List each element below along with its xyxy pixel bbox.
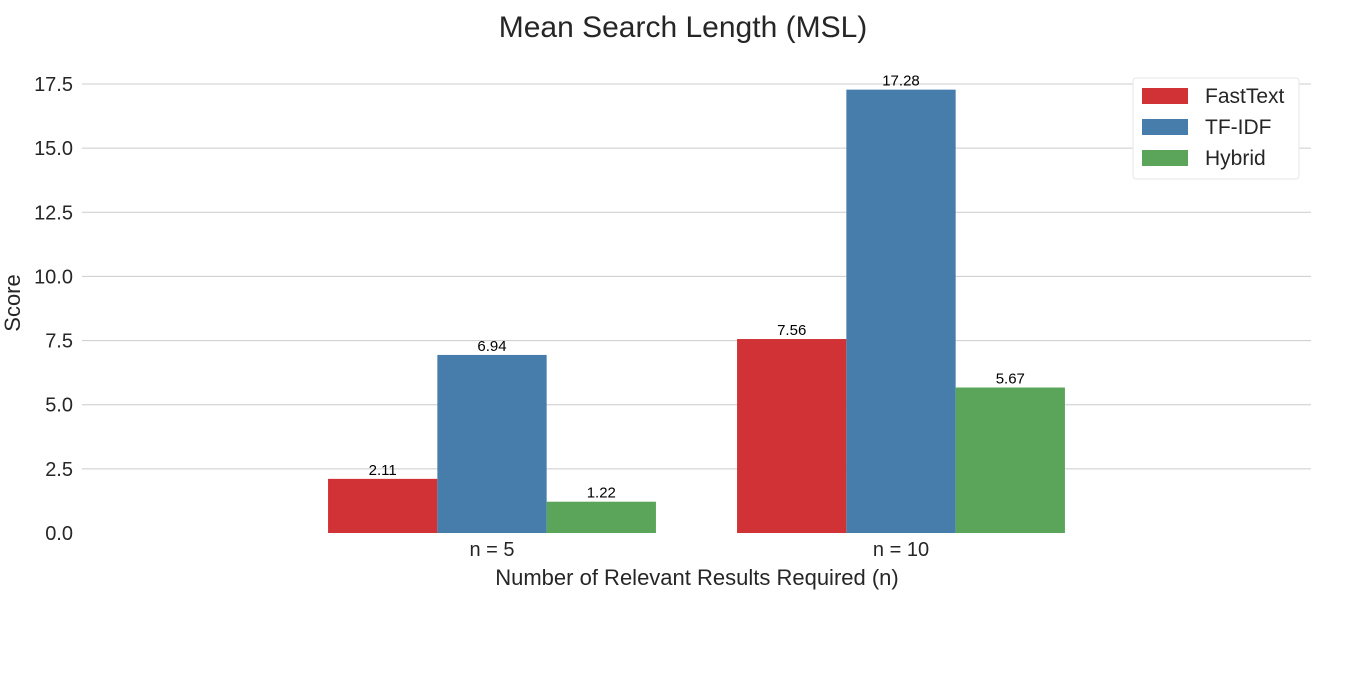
chart-title: Mean Search Length (MSL) [499, 11, 868, 44]
bar-hybrid [546, 501, 656, 533]
x-tick-label: n = 5 [469, 539, 514, 561]
x-tick-label: n = 10 [873, 539, 929, 561]
legend-swatch [1142, 88, 1188, 104]
x-axis: n = 5 n = 10 [469, 539, 929, 561]
legend-swatch [1142, 119, 1188, 135]
legend-swatch [1142, 150, 1188, 166]
y-tick-label: 17.5 [34, 74, 73, 96]
grid [82, 83, 1311, 470]
bar-tf-idf [437, 354, 547, 533]
bar-tf-idf [846, 89, 956, 534]
legend-label: TF-IDF [1205, 116, 1271, 139]
legend-label: FastText [1205, 85, 1285, 108]
bar-value-label: 17.28 [882, 73, 920, 90]
y-tick-label: 15.0 [34, 138, 73, 160]
y-tick-label: 7.5 [45, 331, 73, 353]
y-tick-label: 12.5 [34, 202, 73, 224]
bar-value-label: 7.56 [777, 322, 806, 339]
bar-hybrid [955, 387, 1065, 533]
y-axis: 0.0 2.5 5.0 7.5 10.0 12.5 15.0 17.5 [34, 74, 73, 545]
bar-value-label: 2.11 [369, 462, 397, 479]
y-tick-label: 10.0 [34, 266, 73, 288]
bar-labels: 2.11 6.94 1.22 7.56 17.28 5.67 [369, 73, 1025, 502]
bar-value-label: 1.22 [587, 485, 616, 502]
x-axis-label: Number of Relevant Results Required (n) [495, 565, 899, 590]
bar-value-label: 5.67 [996, 371, 1025, 388]
bars [328, 89, 1065, 534]
legend: FastText TF-IDF Hybrid [1132, 77, 1300, 180]
bar-fasttext [328, 478, 438, 533]
y-tick-label: 0.0 [45, 523, 73, 545]
bar-value-label: 6.94 [477, 338, 506, 355]
y-axis-label: Score [0, 274, 25, 331]
bar-fasttext [737, 339, 847, 533]
y-tick-label: 2.5 [45, 459, 73, 481]
legend-label: Hybrid [1205, 147, 1266, 170]
y-tick-label: 5.0 [45, 395, 73, 417]
